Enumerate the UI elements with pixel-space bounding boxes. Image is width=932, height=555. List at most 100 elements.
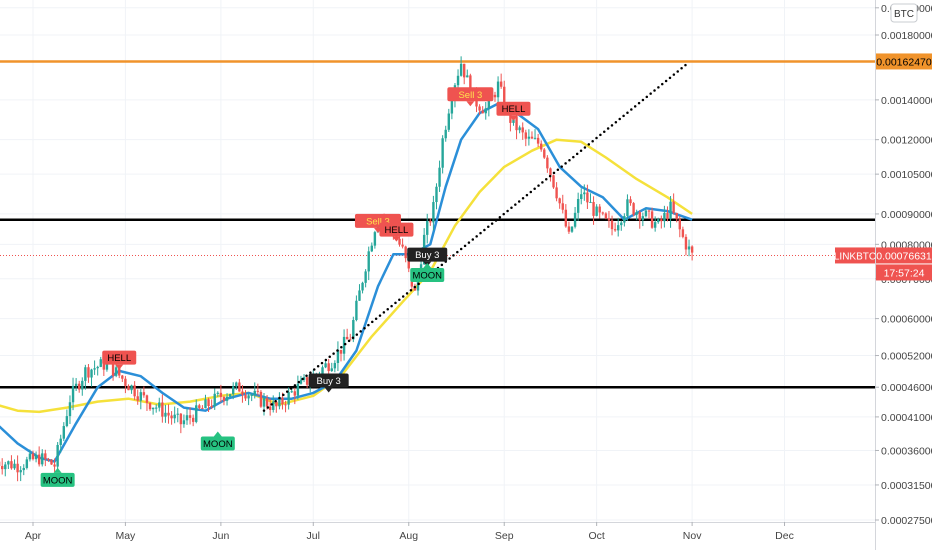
- candle-body: [127, 386, 129, 390]
- y-tick-label: 0.00046000: [881, 382, 932, 394]
- candle-body: [7, 461, 9, 464]
- candle-body: [124, 379, 126, 386]
- candle-body: [66, 416, 68, 426]
- y-tick-label: 0.00180000: [881, 30, 932, 42]
- candle-body: [460, 64, 462, 76]
- x-tick-label: Jun: [212, 530, 229, 542]
- y-tick-label: 0.00120000: [881, 135, 932, 147]
- candle-body: [284, 404, 286, 405]
- x-tick-label: Nov: [683, 530, 702, 542]
- signal-label: HELL: [502, 104, 526, 115]
- candle-body: [158, 402, 160, 407]
- candle-body: [180, 414, 182, 425]
- candle-body: [223, 397, 225, 401]
- signal-moon: MOON: [201, 432, 235, 451]
- moving-averages: [0, 104, 692, 462]
- candle-body: [555, 187, 557, 198]
- candle-body: [201, 408, 203, 409]
- currency-label: BTC: [894, 9, 914, 20]
- candle-body: [355, 301, 357, 320]
- candle-body: [204, 399, 206, 408]
- candle-body: [543, 150, 545, 158]
- candle-body: [16, 464, 18, 473]
- candle-body: [626, 199, 628, 216]
- candle-body: [214, 394, 216, 407]
- currency-badge[interactable]: BTC: [891, 4, 917, 22]
- candle-body: [546, 158, 548, 169]
- y-tick-label: 0.00036000: [881, 445, 932, 457]
- trendline[interactable]: [264, 62, 689, 410]
- y-tick-label: 0.00031500: [881, 480, 932, 492]
- candle-body: [435, 187, 437, 202]
- candle-body: [426, 221, 428, 235]
- signal-label: MOON: [203, 439, 233, 450]
- candle-body: [260, 392, 262, 407]
- candle-body: [75, 384, 77, 386]
- y-tick-label: 0.00140000: [881, 95, 932, 107]
- candle-body: [192, 418, 194, 422]
- candle-body: [291, 391, 293, 392]
- candle-body: [552, 175, 554, 187]
- signal-label: Buy 3: [317, 376, 341, 387]
- signal-moon: MOON: [41, 468, 75, 487]
- candle-body: [50, 460, 52, 465]
- candle-body: [60, 439, 62, 445]
- candle-body: [115, 367, 117, 376]
- candle-body: [90, 370, 92, 378]
- candle-body: [632, 203, 634, 215]
- symbol-tag: LINKBTC: [834, 247, 876, 263]
- candle-body: [44, 453, 46, 459]
- candles: [0, 56, 693, 481]
- candle-body: [226, 397, 228, 401]
- candle-body: [217, 393, 219, 394]
- candle-body: [599, 207, 601, 213]
- candle-body: [10, 461, 12, 468]
- y-tick-label: 0.00052000: [881, 351, 932, 363]
- signal-label: MOON: [43, 475, 73, 486]
- signal-label: Buy 3: [415, 250, 439, 261]
- signal-buy: Buy 3: [309, 374, 349, 393]
- candle-body: [96, 367, 98, 368]
- candle-body: [500, 82, 502, 87]
- candle-body: [32, 454, 34, 460]
- candle-body: [161, 402, 163, 416]
- x-tick-label: Dec: [775, 530, 794, 542]
- candle-body: [47, 459, 49, 460]
- candle-body: [432, 202, 434, 222]
- candle-body: [173, 415, 175, 419]
- candle-body: [586, 192, 588, 202]
- x-tick-label: Apr: [25, 530, 42, 542]
- candle-body: [38, 455, 40, 465]
- candle-body: [334, 363, 336, 368]
- y-tick-label: 0.00041000: [881, 412, 932, 424]
- candle-body: [241, 392, 243, 395]
- candle-body: [605, 213, 607, 218]
- candle-body: [663, 213, 665, 221]
- candle-body: [457, 76, 459, 85]
- candle-body: [679, 219, 681, 229]
- candle-body: [254, 391, 256, 395]
- x-tick-label: Aug: [399, 530, 418, 542]
- candle-body: [368, 251, 370, 271]
- candle-body: [210, 406, 212, 407]
- candle-body: [137, 396, 139, 400]
- candle-body: [549, 168, 551, 175]
- signal-hell: HELL: [496, 102, 530, 121]
- candle-body: [364, 271, 366, 282]
- candle-body: [565, 210, 567, 227]
- candle-body: [238, 382, 240, 391]
- countdown-label: 17:57:24: [884, 267, 925, 279]
- horizontal-levels: [0, 61, 875, 387]
- candle-body: [19, 470, 21, 472]
- candle-body: [352, 320, 354, 339]
- candle-body: [577, 199, 579, 213]
- candle-body: [534, 138, 536, 139]
- candle-body: [629, 199, 631, 203]
- candle-body: [152, 408, 154, 409]
- candle-body: [149, 403, 151, 409]
- candle-body: [485, 108, 487, 113]
- candle-body: [81, 381, 83, 390]
- candle-body: [170, 416, 172, 419]
- candle-body: [155, 408, 157, 409]
